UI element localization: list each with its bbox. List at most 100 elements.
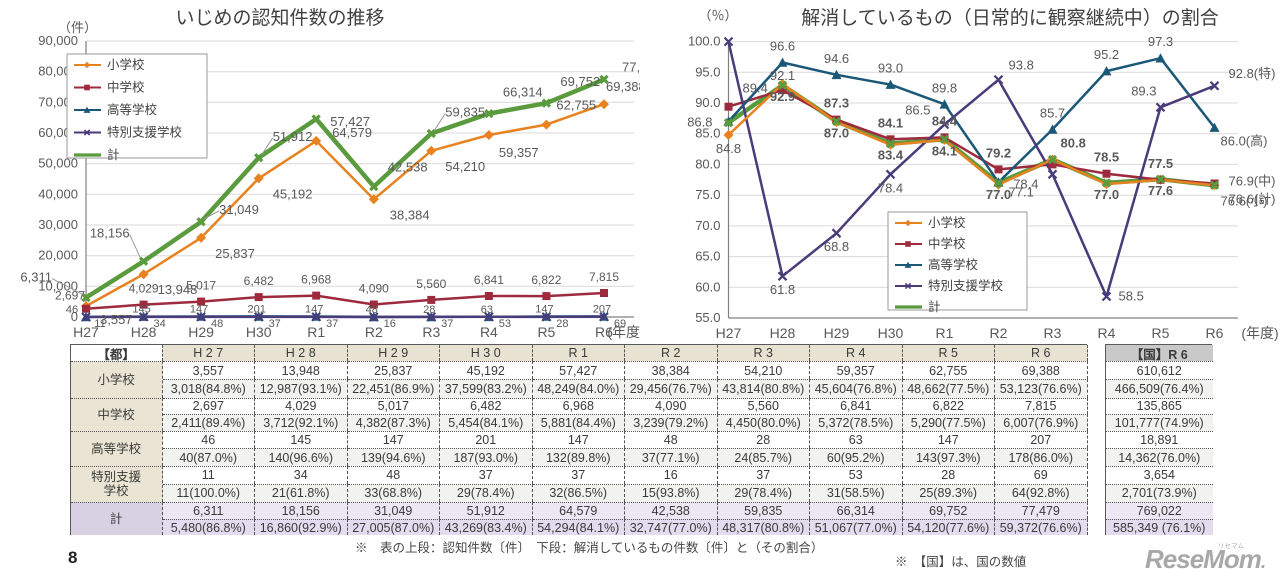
svg-text:高等学校: 高等学校 <box>107 102 158 117</box>
svg-text:79.2: 79.2 <box>986 145 1011 160</box>
svg-text:R1: R1 <box>936 325 954 341</box>
svg-text:42,538: 42,538 <box>388 160 428 175</box>
svg-text:高等学校: 高等学校 <box>928 257 979 272</box>
svg-text:69: 69 <box>614 318 626 330</box>
svg-text:80.8: 80.8 <box>1061 136 1086 151</box>
svg-text:48: 48 <box>211 318 223 330</box>
svg-text:86.8: 86.8 <box>687 115 712 130</box>
svg-text:H28: H28 <box>770 325 796 341</box>
svg-text:95.2: 95.2 <box>1094 47 1119 62</box>
svg-text:97.3: 97.3 <box>1148 34 1173 49</box>
svg-text:94.6: 94.6 <box>824 51 849 66</box>
svg-text:計: 計 <box>928 299 941 314</box>
svg-text:77.6: 77.6 <box>1148 183 1173 198</box>
svg-text:96.6: 96.6 <box>770 39 795 54</box>
svg-text:77.5: 77.5 <box>1148 156 1173 171</box>
svg-text:34: 34 <box>153 318 165 330</box>
svg-text:解消しているもの（日常的に観察継続中）の割合: 解消しているもの（日常的に観察継続中）の割合 <box>801 7 1218 29</box>
svg-text:55.0: 55.0 <box>695 310 720 325</box>
svg-text:95.0: 95.0 <box>695 64 720 79</box>
svg-text:28: 28 <box>423 304 435 316</box>
svg-text:小学校: 小学校 <box>107 57 145 72</box>
svg-text:中学校: 中学校 <box>107 80 145 95</box>
svg-text:89.8: 89.8 <box>932 80 957 95</box>
svg-text:70.0: 70.0 <box>695 218 720 233</box>
svg-text:53: 53 <box>499 318 511 330</box>
svg-text:147: 147 <box>535 304 553 316</box>
svg-text:87.0: 87.0 <box>824 125 849 140</box>
svg-text:48: 48 <box>366 304 378 316</box>
svg-text:59,357: 59,357 <box>499 145 539 160</box>
svg-text:86.0(高): 86.0(高) <box>1221 134 1268 149</box>
svg-text:78.4: 78.4 <box>878 180 903 195</box>
svg-text:147: 147 <box>305 304 323 316</box>
svg-text:58.5: 58.5 <box>1119 289 1144 304</box>
svg-text:87.3: 87.3 <box>824 96 849 111</box>
svg-text:37: 37 <box>269 318 281 330</box>
svg-text:R1: R1 <box>307 324 325 340</box>
svg-text:計: 計 <box>107 147 120 162</box>
svg-text:H29: H29 <box>824 325 850 341</box>
svg-text:77.0: 77.0 <box>986 187 1011 202</box>
svg-text:92.9: 92.9 <box>770 89 795 104</box>
svg-text:207: 207 <box>593 303 611 315</box>
svg-text:69,752: 69,752 <box>560 74 600 89</box>
svg-text:89.4: 89.4 <box>743 81 768 96</box>
svg-text:6,311: 6,311 <box>20 270 52 285</box>
svg-text:4,029: 4,029 <box>129 282 159 296</box>
svg-text:40,000: 40,000 <box>38 186 78 201</box>
svg-text:69,388: 69,388 <box>606 79 640 94</box>
svg-text:R5: R5 <box>1152 325 1170 341</box>
svg-text:7,815: 7,815 <box>589 270 619 284</box>
svg-text:100.0: 100.0 <box>688 34 721 49</box>
svg-text:5,560: 5,560 <box>416 277 446 291</box>
svg-text:4,090: 4,090 <box>359 282 389 296</box>
svg-text:11: 11 <box>94 318 105 330</box>
svg-text:37: 37 <box>441 318 453 330</box>
svg-text:84.4: 84.4 <box>932 113 958 128</box>
svg-text:16: 16 <box>384 318 396 330</box>
svg-text:小学校: 小学校 <box>928 215 966 230</box>
svg-text:R6: R6 <box>1206 325 1224 341</box>
svg-text:中学校: 中学校 <box>928 236 966 251</box>
svg-text:2,697: 2,697 <box>55 289 85 303</box>
svg-text:93.8: 93.8 <box>1009 58 1034 73</box>
svg-text:R4: R4 <box>1098 325 1116 341</box>
svg-text:R4: R4 <box>480 324 498 340</box>
svg-text:R2: R2 <box>990 325 1008 341</box>
svg-text:145: 145 <box>132 304 150 316</box>
svg-text:65.0: 65.0 <box>695 249 720 264</box>
svg-text:92.8(特): 92.8(特) <box>1229 66 1276 81</box>
svg-text:66,314: 66,314 <box>503 85 543 100</box>
svg-text:84.1: 84.1 <box>878 115 903 130</box>
svg-text:28: 28 <box>556 318 568 330</box>
svg-text:46: 46 <box>66 304 78 316</box>
svg-text:64,579: 64,579 <box>332 125 372 140</box>
svg-text:いじめの認知件数の推移: いじめの認知件数の推移 <box>175 7 384 29</box>
svg-text:特別支援学校: 特別支援学校 <box>928 278 1004 293</box>
svg-text:92.1: 92.1 <box>770 68 795 83</box>
svg-text:R5: R5 <box>537 324 555 340</box>
svg-text:75.0: 75.0 <box>695 187 720 202</box>
svg-text:H30: H30 <box>878 325 904 341</box>
svg-text:85.7: 85.7 <box>1040 105 1065 120</box>
svg-text:90.0: 90.0 <box>695 95 720 110</box>
svg-text:90,000: 90,000 <box>38 33 78 48</box>
svg-text:76.6(計): 76.6(計) <box>1229 191 1276 206</box>
svg-text:86.5: 86.5 <box>905 103 930 118</box>
svg-text:84.1: 84.1 <box>932 143 957 158</box>
svg-text:51,912: 51,912 <box>273 129 313 144</box>
svg-text:6,822: 6,822 <box>531 273 561 287</box>
svg-text:30,000: 30,000 <box>38 217 78 232</box>
svg-text:147: 147 <box>190 304 208 316</box>
svg-text:77.0: 77.0 <box>1094 187 1119 202</box>
svg-text:6,968: 6,968 <box>301 273 331 287</box>
svg-text:78.4: 78.4 <box>1013 176 1038 191</box>
svg-text:68.8: 68.8 <box>824 239 849 254</box>
svg-text:201: 201 <box>248 303 266 315</box>
svg-text:60.0: 60.0 <box>695 279 720 294</box>
svg-text:特別支援学校: 特別支援学校 <box>107 125 183 140</box>
svg-text:R3: R3 <box>1044 325 1062 341</box>
svg-text:R2: R2 <box>365 324 383 340</box>
svg-text:61.8: 61.8 <box>770 282 795 297</box>
